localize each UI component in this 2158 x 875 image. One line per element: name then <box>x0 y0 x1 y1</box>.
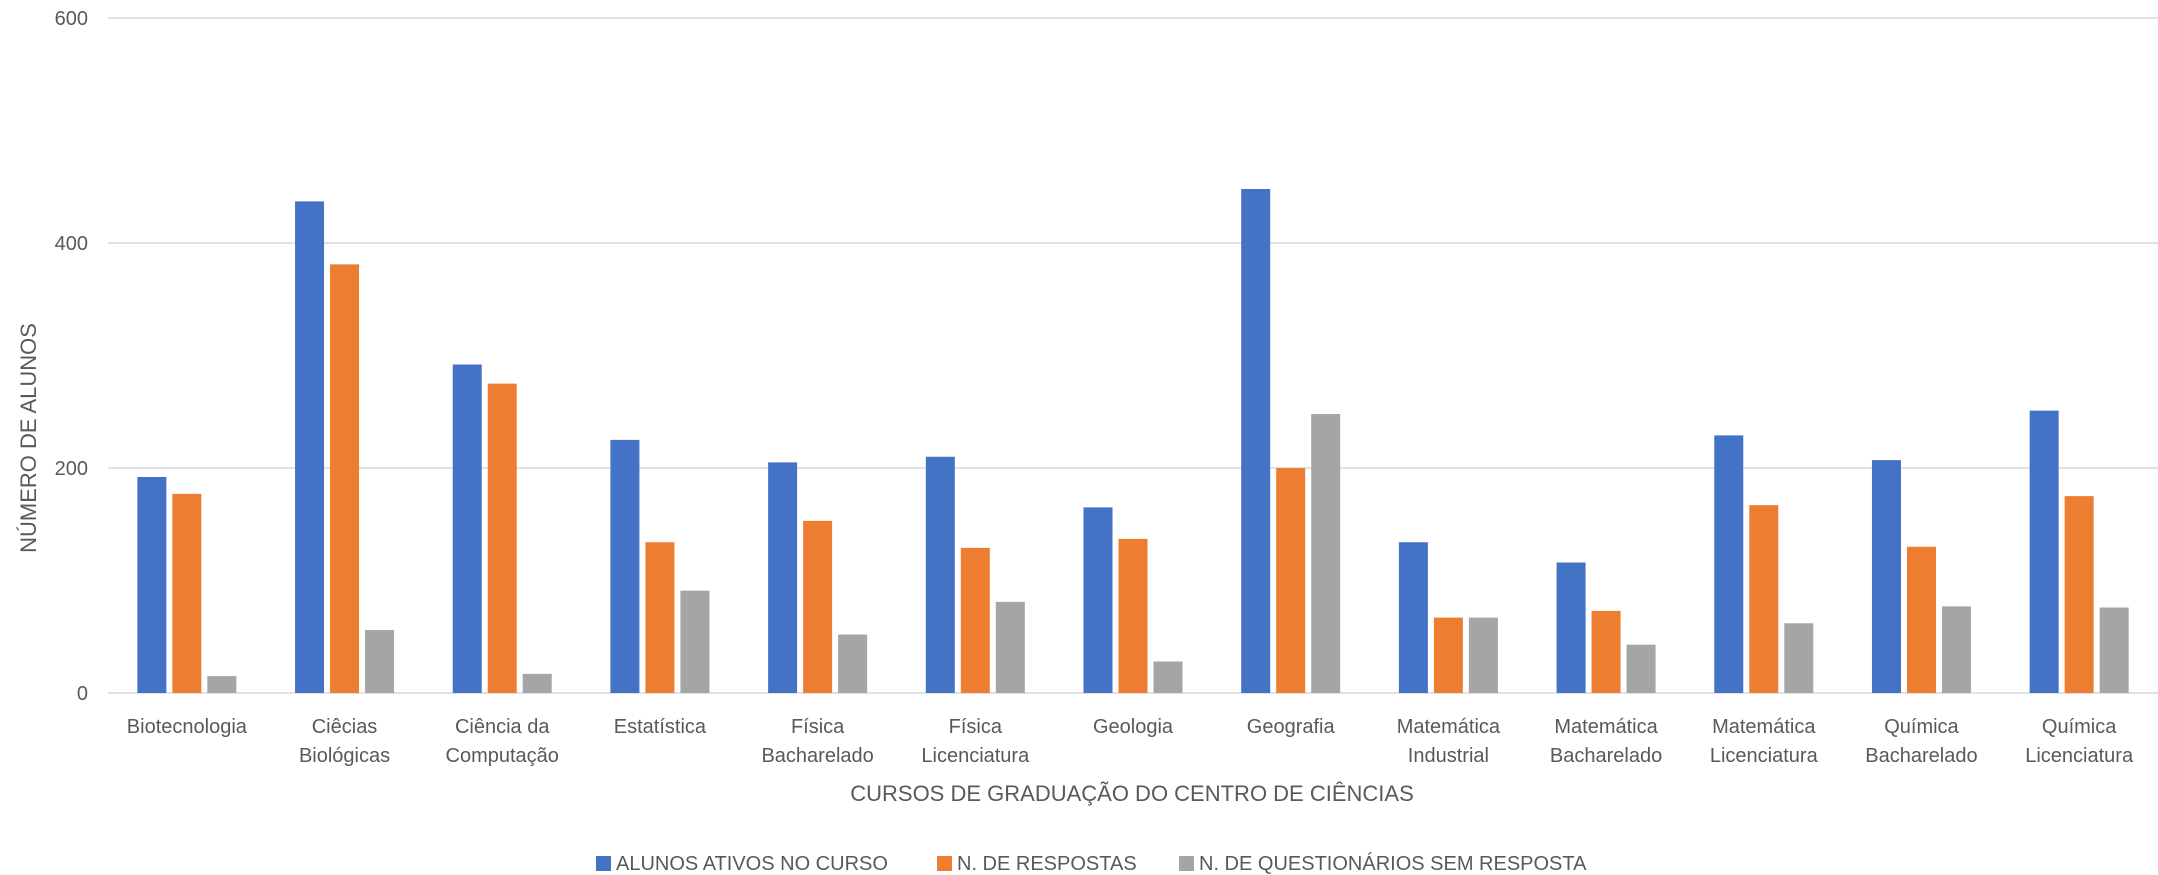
x-tick-label: Ciêcias Biológicas <box>299 716 390 767</box>
bar <box>1906 546 1936 693</box>
bar <box>2064 496 2094 693</box>
bar <box>1241 189 1271 693</box>
legend-label: ALUNOS ATIVOS NO CURSO <box>616 853 888 875</box>
x-tick-label: Geologia <box>1093 716 1174 738</box>
bar <box>2099 607 2129 693</box>
x-tick-label: Estatística <box>614 716 707 738</box>
x-tick-label: Química Bacharelado <box>1865 716 1977 767</box>
bar <box>452 364 482 693</box>
bar <box>1626 644 1656 693</box>
bar <box>768 462 798 693</box>
bar <box>960 547 990 693</box>
legend-swatch <box>596 856 611 871</box>
bar <box>1276 468 1306 693</box>
bar <box>137 477 167 693</box>
bar <box>1749 505 1779 693</box>
y-axis-ticks: 0 200 400 600 <box>55 8 88 705</box>
y-axis-title: NÚMERO DE ALUNOS <box>16 323 41 553</box>
x-axis-ticks: Biotecnologia Ciêcias Biológicas Ciência da… <box>127 716 2134 767</box>
bar <box>645 542 675 693</box>
bar <box>680 590 710 693</box>
x-tick-label: Geografia <box>1247 716 1336 738</box>
legend: ALUNOS ATIVOS NO CURSO N. DE RESPOSTAS N. … <box>596 852 1587 875</box>
bar <box>1468 617 1498 693</box>
y-tick-label: 600 <box>55 8 88 30</box>
y-tick-label: 200 <box>55 458 88 480</box>
bars <box>137 189 2129 693</box>
bar <box>1941 606 1971 693</box>
bar <box>330 264 360 693</box>
legend-label: N. DE QUESTIONÁRIOS SEM RESPOSTA <box>1199 852 1587 875</box>
bar <box>365 630 395 693</box>
bar <box>2029 410 2059 693</box>
bar <box>803 520 833 693</box>
bar <box>1871 460 1901 693</box>
bar <box>1118 538 1148 693</box>
x-tick-label: Matemática Licenciatura <box>1710 716 1819 767</box>
bar <box>1556 562 1586 693</box>
x-tick-label: Ciência da Computação <box>446 716 559 767</box>
legend-swatch <box>1179 856 1194 871</box>
bar <box>1083 507 1113 693</box>
bar <box>610 439 640 693</box>
bar <box>995 601 1025 693</box>
y-tick-label: 400 <box>55 233 88 255</box>
bar <box>838 634 868 693</box>
x-tick-label: Química Licenciatura <box>2025 716 2134 767</box>
bar <box>295 201 325 693</box>
bar <box>487 383 517 693</box>
x-tick-label: Física Licenciatura <box>921 716 1030 767</box>
x-tick-label: Física Bacharelado <box>761 716 873 767</box>
x-tick-label: Matemática Bacharelado <box>1550 716 1662 767</box>
bar <box>1714 435 1744 693</box>
bar <box>1398 542 1428 693</box>
bar <box>1591 610 1621 693</box>
x-axis-title: CURSOS DE GRADUAÇÃO DO CENTRO DE CIÊNCIA… <box>850 781 1414 806</box>
bar <box>1784 623 1814 693</box>
bar <box>522 673 552 693</box>
y-tick-label: 0 <box>77 683 88 705</box>
bar <box>1311 414 1341 693</box>
x-tick-label: Matemática Industrial <box>1397 716 1501 767</box>
bar <box>207 676 237 693</box>
legend-label: N. DE RESPOSTAS <box>957 853 1137 875</box>
bar <box>1153 661 1183 693</box>
bar <box>172 493 202 693</box>
x-tick-label: Biotecnologia <box>127 716 248 738</box>
legend-swatch <box>937 856 952 871</box>
bar <box>1433 617 1463 693</box>
bar <box>925 456 955 693</box>
